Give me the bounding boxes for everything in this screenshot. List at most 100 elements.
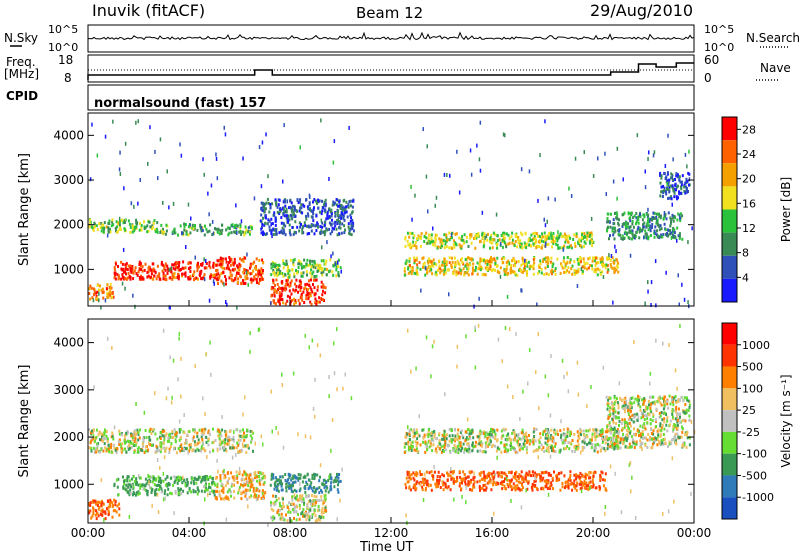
data-cell xyxy=(162,200,164,205)
data-cell xyxy=(282,179,284,184)
data-cell xyxy=(504,428,507,431)
data-cell xyxy=(409,270,412,274)
data-cell xyxy=(489,237,492,241)
data-cell xyxy=(435,270,438,274)
data-cell xyxy=(276,271,279,275)
data-cell xyxy=(170,476,173,480)
data-cell xyxy=(337,476,340,480)
data-cell xyxy=(537,198,539,203)
data-cell xyxy=(473,304,475,309)
data-cell xyxy=(141,265,144,269)
data-cell xyxy=(470,241,473,245)
data-cell xyxy=(545,449,548,453)
data-cell xyxy=(156,230,159,234)
data-cell xyxy=(260,184,263,189)
data-cell xyxy=(546,487,549,490)
data-cell xyxy=(175,451,178,455)
data-cell xyxy=(660,235,663,239)
data-cell xyxy=(484,432,487,436)
data-cell xyxy=(95,435,98,439)
data-cell xyxy=(241,473,244,477)
data-cell xyxy=(203,172,205,177)
data-cell xyxy=(272,268,275,272)
data-cell xyxy=(306,212,309,216)
data-cell xyxy=(299,289,302,293)
data-cell xyxy=(246,276,249,280)
data-cell xyxy=(303,204,306,208)
data-cell xyxy=(118,502,121,506)
data-cell xyxy=(329,232,332,236)
data-cell xyxy=(415,444,418,448)
data-cell xyxy=(336,221,339,225)
data-cell xyxy=(554,269,557,273)
data-cell xyxy=(143,268,146,272)
data-cell xyxy=(586,435,589,439)
data-cell xyxy=(521,233,524,237)
data-cell xyxy=(118,443,121,447)
data-cell xyxy=(678,234,681,238)
data-cell xyxy=(409,231,412,235)
data-cell xyxy=(522,433,525,437)
data-cell xyxy=(239,257,242,261)
data-cell xyxy=(121,433,124,437)
data-cell xyxy=(100,432,103,436)
data-cell xyxy=(223,448,226,452)
data-cell xyxy=(312,219,315,223)
data-cell xyxy=(331,218,333,222)
data-cell xyxy=(271,234,273,239)
freq-left-unit: [MHz] xyxy=(4,67,39,81)
data-cell xyxy=(515,234,518,237)
data-cell xyxy=(404,435,407,439)
data-cell xyxy=(538,445,541,449)
data-cell xyxy=(263,475,265,479)
data-cell xyxy=(320,268,323,272)
data-cell xyxy=(605,263,608,267)
data-cell xyxy=(595,270,597,274)
data-cell xyxy=(433,429,436,433)
data-cell xyxy=(225,278,227,282)
data-cell xyxy=(513,438,516,442)
data-cell xyxy=(678,190,680,194)
data-cell xyxy=(231,268,234,272)
data-cell xyxy=(533,261,536,265)
data-cell xyxy=(313,486,315,489)
data-cell xyxy=(545,243,548,247)
data-cell xyxy=(283,206,285,211)
data-cell xyxy=(663,222,666,226)
data-cell xyxy=(408,259,411,263)
data-cell xyxy=(111,220,114,224)
data-cell xyxy=(277,489,280,493)
data-cell xyxy=(503,428,506,432)
data-cell xyxy=(316,285,319,289)
data-cell xyxy=(456,149,458,154)
data-cell xyxy=(303,503,305,507)
data-cell xyxy=(127,264,130,268)
data-cell xyxy=(97,442,100,446)
data-cell xyxy=(540,448,543,452)
data-cell xyxy=(476,261,479,265)
data-cell xyxy=(506,450,508,454)
data-cell xyxy=(131,230,134,234)
data-cell xyxy=(594,268,597,272)
data-cell xyxy=(410,441,413,445)
data-cell xyxy=(125,483,128,487)
data-cell xyxy=(243,478,246,482)
data-cell xyxy=(508,436,511,440)
sky-right-tick-high: 10^5 xyxy=(704,23,734,36)
data-cell xyxy=(149,479,152,483)
data-cell xyxy=(533,235,536,239)
data-cell xyxy=(314,266,317,270)
data-cell xyxy=(302,508,305,511)
data-cell xyxy=(228,227,231,231)
data-cell xyxy=(102,230,105,234)
data-cell xyxy=(514,240,517,243)
data-cell xyxy=(478,267,481,270)
data-cell xyxy=(500,257,503,261)
data-cell xyxy=(502,132,505,137)
data-cell xyxy=(556,243,559,247)
data-cell xyxy=(228,276,231,280)
data-cell xyxy=(484,483,487,487)
data-cell xyxy=(478,436,481,440)
data-cell xyxy=(200,269,203,273)
data-cell xyxy=(598,433,601,437)
